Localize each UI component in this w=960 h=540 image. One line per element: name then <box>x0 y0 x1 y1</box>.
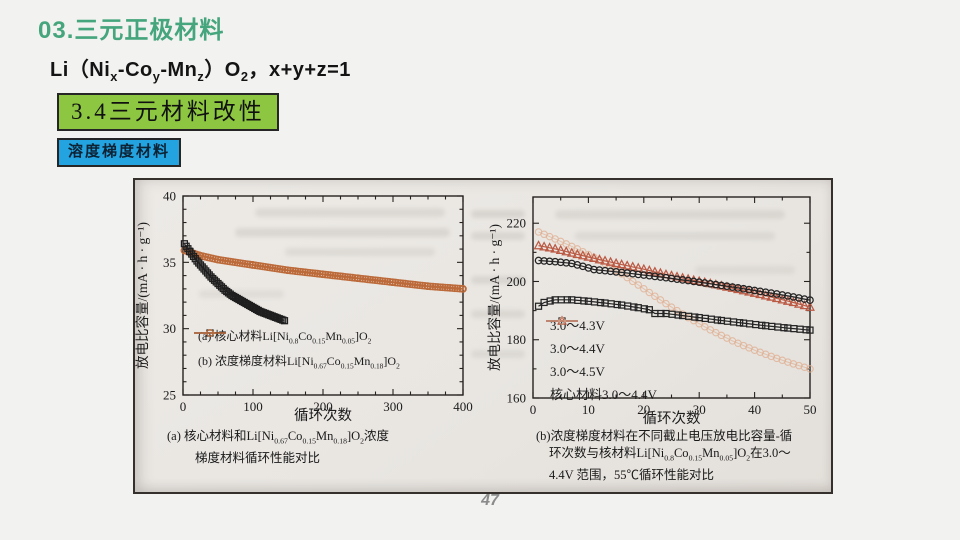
svg-text:200: 200 <box>313 399 333 414</box>
caption-line: 梯度材料循环性能对比 <box>195 451 321 465</box>
background-bleed-smudge <box>471 310 525 318</box>
svg-text:40: 40 <box>163 189 176 204</box>
chart-a-caption: (a) 核心材料和Li[Ni0.67Co0.15Mn0.18]O2浓度梯度材料循… <box>167 428 389 467</box>
legend-label: 3.0～4.5V <box>550 364 605 379</box>
legend-label: 核心材料3.0～4.4V <box>550 387 657 402</box>
caption-line: 4.4V 范围，55℃循环性能对比 <box>549 467 715 482</box>
background-bleed-smudge <box>471 232 525 240</box>
chemical-formula: Li（Nix-Coy-Mnz）O2，x+y+z=1 <box>50 59 351 84</box>
page-number: 47 <box>481 492 499 509</box>
caption-line: (a) 核心材料和Li[Ni0.67Co0.15Mn0.18]O2浓度 <box>167 429 390 446</box>
chart-b-caption: (b)浓度梯度材料在不同截止电压放电比容量-循环次数与核材料Li[Ni0.8Co… <box>536 428 792 483</box>
svg-text:100: 100 <box>243 399 263 414</box>
svg-text:放电比容量/(mA · h · g⁻¹): 放电比容量/(mA · h · g⁻¹) <box>135 222 150 369</box>
background-bleed-smudge <box>255 208 445 217</box>
background-bleed-smudge <box>471 210 525 218</box>
legend-label: 3.0～4.3V <box>550 318 605 333</box>
svg-text:35: 35 <box>163 255 176 270</box>
background-bleed-smudge <box>471 276 525 284</box>
legend-item: 3.0～4.5V <box>545 315 657 380</box>
svg-text:30: 30 <box>693 402 706 417</box>
figure-photo: 0 100 200 300 400 25 30 35 40 循环次数 放电比容量/(mA · h ·… <box>133 178 833 494</box>
legend-item: 核心材料3.0～4.4V <box>545 317 657 403</box>
caption-line: (b)浓度梯度材料在不同截止电压放电比容量-循 <box>536 429 793 443</box>
svg-text:循环次数: 循环次数 <box>643 410 701 427</box>
slide-title: 03.三元正极材料 <box>38 17 225 44</box>
background-bleed-smudge <box>285 248 435 256</box>
background-bleed-smudge <box>695 266 795 274</box>
svg-text:200: 200 <box>507 274 527 289</box>
svg-text:160: 160 <box>507 391 527 406</box>
svg-text:40: 40 <box>748 402 761 417</box>
section-heading-box: 3.4三元材料改性 <box>57 93 279 131</box>
legend-item: 3.0～4.4V <box>545 317 657 357</box>
svg-text:30: 30 <box>163 321 176 336</box>
background-bleed-smudge <box>555 210 785 219</box>
legend-label: (b) 浓度梯度材料Li[Ni0.67Co0.15Mn0.18]O2 <box>198 354 400 371</box>
svg-text:50: 50 <box>804 402 817 417</box>
svg-text:25: 25 <box>163 388 176 403</box>
svg-text:180: 180 <box>507 332 527 347</box>
legend-item: (b) 浓度梯度材料Li[Ni0.67Co0.15Mn0.18]O2 <box>193 329 400 371</box>
background-bleed-smudge <box>575 232 775 240</box>
chart-b-legend: 3.0～4.3V 3.0～4.4V 3.0～4.5V 核心材料3.0～4.4V <box>545 315 657 407</box>
svg-text:放电比容量/(mA · h · g⁻¹): 放电比容量/(mA · h · g⁻¹) <box>486 224 502 371</box>
svg-text:20: 20 <box>637 402 650 417</box>
svg-text:循环次数: 循环次数 <box>294 407 352 424</box>
chart-a-legend: (a) 核心材料Li[Ni0.8Co0.15Mn0.05]O2 (b) 浓度梯度材… <box>193 327 400 378</box>
background-bleed-smudge <box>199 290 284 298</box>
svg-text:0: 0 <box>530 402 537 417</box>
svg-text:10: 10 <box>582 402 595 417</box>
background-bleed-smudge <box>471 350 525 358</box>
svg-text:0: 0 <box>180 399 187 414</box>
background-bleed-smudge <box>235 228 450 237</box>
caption-line: 环次数与核材料Li[Ni0.8Co0.15Mn0.05]O2在3.0～ <box>549 445 791 463</box>
legend-label: 3.0～4.4V <box>550 341 605 356</box>
svg-text:220: 220 <box>507 216 527 231</box>
svg-text:400: 400 <box>453 399 473 414</box>
svg-text:300: 300 <box>383 399 403 414</box>
topic-tag-box: 溶度梯度材料 <box>57 138 182 167</box>
